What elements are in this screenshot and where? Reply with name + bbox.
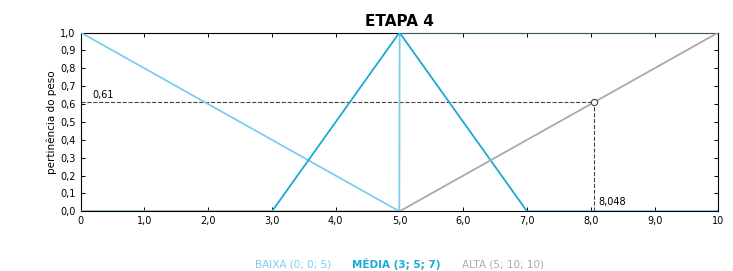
Title: ETAPA 4: ETAPA 4: [365, 14, 434, 28]
Legend: BAIXA (0; 0; 5), MÉDIA (3; 5; 7), ALTA (5; 10; 10): BAIXA (0; 0; 5), MÉDIA (3; 5; 7), ALTA (…: [251, 254, 548, 271]
Text: 8,048: 8,048: [598, 197, 626, 207]
Y-axis label: pertinência do peso: pertinência do peso: [47, 70, 57, 174]
Text: 0,61: 0,61: [92, 90, 114, 100]
